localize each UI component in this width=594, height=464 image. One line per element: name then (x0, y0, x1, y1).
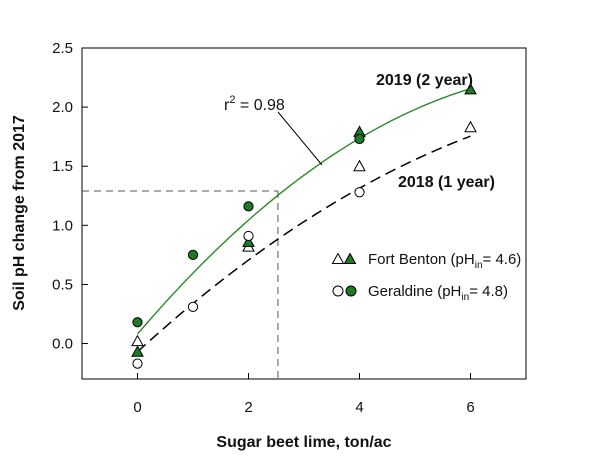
filled-triangle-point (464, 82, 477, 95)
legend-fort-benton-label: Fort Benton (pHin= 4.6) (368, 251, 521, 271)
open-circle-point (243, 230, 254, 242)
y-tick-label: 2.0 (52, 99, 73, 116)
open-circle-point (187, 301, 199, 312)
fit-curve-2019 (136, 88, 471, 335)
x-tick-label: 6 (466, 399, 474, 416)
filled-triangle-point (242, 235, 255, 247)
open-circle-point (354, 187, 365, 198)
legend-geraldine-text: Geraldine (pH (368, 283, 461, 300)
data-points (131, 82, 477, 369)
plot-frame (81, 47, 527, 380)
open-circle-point (132, 358, 143, 369)
fit-curves (136, 88, 471, 353)
r2-superscript: 2 (229, 94, 235, 106)
r2-value: = 0.98 (235, 97, 284, 114)
x-tick-label: 0 (133, 399, 141, 416)
open-triangle-point (464, 120, 477, 133)
legend-geraldine-open-marker (332, 285, 344, 297)
legend-fort-benton-open-marker (331, 252, 345, 264)
legend: Fort Benton (pHin= 4.6) Geraldine (pHin=… (331, 251, 521, 303)
y-tick-label: 1.0 (52, 217, 73, 234)
legend-geraldine-label: Geraldine (pHin= 4.8) (368, 283, 508, 303)
open-triangle-point (353, 159, 366, 172)
x-axis-ticks: 0 2 4 6 (133, 373, 475, 416)
legend-fort-benton-text: Fort Benton (pH (368, 251, 475, 268)
y-tick-label: 1.5 (52, 158, 73, 175)
y-tick-label: 0.0 (52, 336, 73, 353)
x-axis-title: Sugar beet lime, ton/ac (216, 434, 391, 451)
reference-lines (82, 190, 279, 379)
y-axis-title: Soil pH change from 2017 (11, 115, 28, 311)
filled-circle-point (132, 317, 143, 328)
y-axis-ticks: 0.0 0.5 1.0 1.5 2.0 2.5 (52, 40, 88, 353)
filled-circle-point (187, 249, 199, 260)
r2-annotation: r2 = 0.98 (224, 94, 285, 114)
r2-symbol: r (224, 97, 230, 114)
filled-circle-point (243, 201, 254, 212)
y-tick-label: 0.5 (52, 276, 73, 293)
legend-fort-benton-tail: = 4.6) (483, 251, 522, 268)
open-triangle-point (131, 334, 144, 347)
legend-geraldine-tail: = 4.8) (469, 283, 508, 300)
legend-geraldine-sub: in (461, 292, 469, 303)
filled-circle-point (354, 133, 365, 145)
r2-leader-line (277, 111, 323, 166)
legend-fort-benton-sub: in (475, 260, 483, 271)
fit-label-2018: 2018 (1 year) (398, 174, 495, 191)
filled-triangle-point (131, 345, 144, 357)
legend-geraldine-filled-marker (345, 285, 357, 297)
legend-fort-benton-filled-marker (343, 252, 357, 264)
x-tick-label: 2 (244, 399, 252, 416)
fit-curve-2018 (136, 135, 471, 353)
x-tick-label: 4 (355, 399, 363, 416)
y-tick-label: 2.5 (52, 40, 73, 57)
fit-label-2019: 2019 (2 year) (376, 72, 473, 89)
